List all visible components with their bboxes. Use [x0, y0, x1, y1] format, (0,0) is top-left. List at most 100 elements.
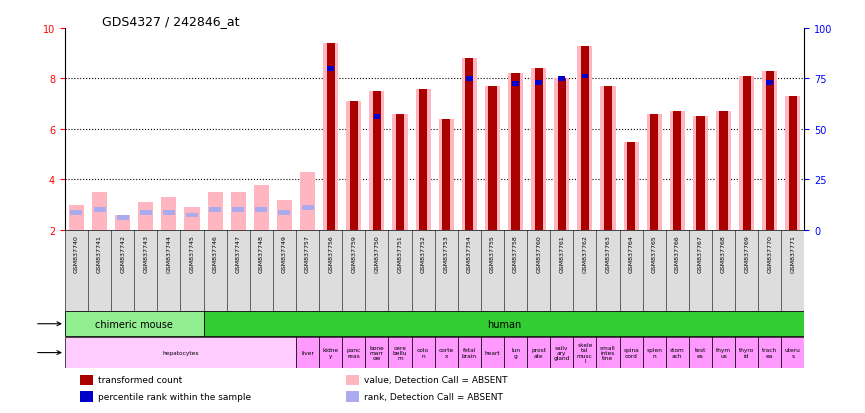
FancyBboxPatch shape — [365, 337, 388, 368]
Bar — [140, 211, 151, 215]
Text: corte
x: corte x — [439, 348, 454, 358]
Bar — [465, 59, 473, 230]
Bar — [184, 208, 200, 230]
Bar — [93, 208, 106, 213]
FancyBboxPatch shape — [759, 337, 781, 368]
Bar — [535, 81, 542, 85]
Text: GSM837765: GSM837765 — [651, 235, 657, 272]
Text: GSM837757: GSM837757 — [305, 235, 310, 272]
Text: GSM837756: GSM837756 — [328, 235, 333, 272]
Bar — [673, 112, 682, 230]
Bar — [740, 77, 754, 230]
Text: GSM837767: GSM837767 — [698, 235, 703, 272]
Text: GSM837753: GSM837753 — [444, 235, 449, 272]
Bar — [346, 102, 362, 230]
Bar — [231, 192, 246, 230]
Text: GSM837755: GSM837755 — [490, 235, 495, 272]
Bar — [163, 211, 175, 215]
FancyBboxPatch shape — [666, 337, 689, 368]
Bar — [580, 47, 589, 230]
Bar — [696, 117, 705, 230]
FancyBboxPatch shape — [319, 337, 343, 368]
Bar — [374, 115, 381, 119]
Text: percentile rank within the sample: percentile rank within the sample — [98, 392, 251, 401]
FancyBboxPatch shape — [481, 337, 504, 368]
Bar — [117, 216, 129, 220]
Bar — [442, 120, 451, 230]
Text: GSM837760: GSM837760 — [536, 235, 541, 272]
Bar — [373, 92, 381, 230]
Bar — [720, 112, 727, 230]
FancyBboxPatch shape — [435, 337, 458, 368]
Text: GSM837761: GSM837761 — [560, 235, 564, 272]
FancyBboxPatch shape — [619, 337, 643, 368]
Bar — [326, 44, 335, 230]
Text: human: human — [487, 319, 521, 329]
Bar — [279, 211, 291, 215]
Bar — [462, 59, 477, 230]
Text: GSM837762: GSM837762 — [582, 235, 587, 272]
Text: GSM837759: GSM837759 — [351, 235, 356, 272]
Text: fetal
brain: fetal brain — [462, 348, 477, 358]
Bar — [439, 120, 454, 230]
Text: small
intes
tine: small intes tine — [600, 345, 616, 361]
Text: liver: liver — [301, 350, 314, 355]
Bar — [349, 102, 358, 230]
Bar — [627, 142, 635, 230]
Text: GSM837750: GSM837750 — [375, 235, 380, 272]
FancyBboxPatch shape — [643, 337, 666, 368]
Bar — [92, 192, 107, 230]
Text: GSM837770: GSM837770 — [767, 235, 772, 272]
Text: splen
n: splen n — [646, 348, 663, 358]
Bar — [766, 72, 774, 230]
Text: colo
n: colo n — [417, 348, 429, 358]
Text: GSM837743: GSM837743 — [144, 235, 148, 272]
FancyBboxPatch shape — [689, 337, 712, 368]
Bar — [277, 200, 292, 230]
Bar — [600, 87, 616, 230]
FancyBboxPatch shape — [412, 337, 435, 368]
Bar — [577, 47, 593, 230]
Bar — [670, 112, 685, 230]
Bar — [396, 114, 404, 230]
Text: GSM837747: GSM837747 — [236, 235, 240, 272]
FancyBboxPatch shape — [597, 337, 619, 368]
Bar — [624, 142, 638, 230]
Bar — [766, 81, 773, 85]
Bar — [255, 208, 267, 213]
Text: trach
ea: trach ea — [762, 348, 778, 358]
Bar — [559, 77, 565, 81]
Text: GSM837748: GSM837748 — [259, 235, 264, 272]
Text: GSM837740: GSM837740 — [74, 235, 79, 272]
FancyBboxPatch shape — [458, 337, 481, 368]
Bar — [581, 74, 588, 79]
Text: hepatocytes: hepatocytes — [162, 350, 199, 355]
FancyBboxPatch shape — [203, 311, 804, 337]
FancyBboxPatch shape — [712, 337, 735, 368]
Text: prost
ate: prost ate — [531, 348, 546, 358]
Bar — [558, 79, 566, 230]
Bar — [80, 392, 93, 402]
FancyBboxPatch shape — [550, 337, 573, 368]
FancyBboxPatch shape — [296, 337, 319, 368]
Bar — [647, 114, 662, 230]
Text: saliv
ary
gland: saliv ary gland — [554, 345, 570, 361]
Bar — [115, 215, 130, 230]
Text: thyro
id: thyro id — [739, 348, 754, 358]
Bar — [415, 89, 431, 230]
Bar — [650, 114, 658, 230]
Bar — [324, 44, 338, 230]
Text: rank, Detection Call = ABSENT: rank, Detection Call = ABSENT — [364, 392, 503, 401]
Text: GSM837763: GSM837763 — [606, 235, 611, 272]
Bar — [508, 74, 523, 230]
Bar — [80, 375, 93, 385]
Text: cere
bellu
m: cere bellu m — [393, 345, 407, 361]
FancyBboxPatch shape — [735, 337, 759, 368]
Bar — [485, 87, 500, 230]
FancyBboxPatch shape — [65, 311, 203, 337]
Bar — [346, 375, 359, 385]
Text: test
es: test es — [695, 348, 706, 358]
Text: lun
g: lun g — [511, 348, 520, 358]
Bar — [762, 72, 778, 230]
Bar — [604, 87, 612, 230]
